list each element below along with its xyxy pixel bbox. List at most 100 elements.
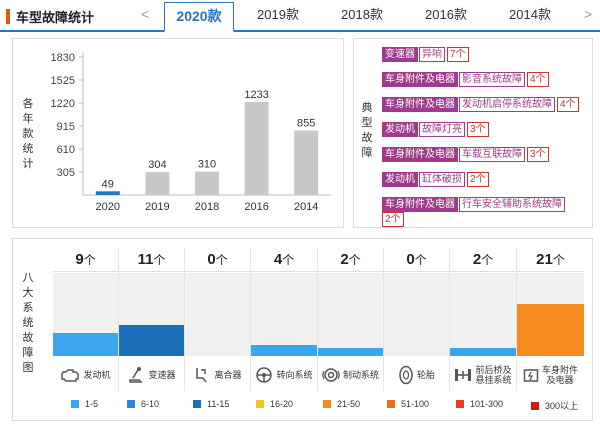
system-name: 制动系统 [342,369,379,380]
fault-count: 7个 [447,47,469,62]
system-name: 车身附件 及电器 [541,364,578,385]
bar-value-label: 310 [198,159,216,171]
system-bar-fill [450,347,516,356]
fault-issue[interactable]: 缸体破损 [419,172,465,187]
system-count: 11个 [119,248,184,272]
legend-swatch [71,400,79,408]
tab-2019[interactable]: 2019款 [257,7,299,22]
system-footer: 制动系统 [318,358,383,391]
system-column-brake[interactable]: 2个 制动系统 [318,248,384,391]
tab-2020[interactable]: 2020款 [164,2,234,33]
fault-category[interactable]: 车身附件及电器 [382,147,458,162]
eight-systems-label: 八大系统故障图 [22,272,34,374]
legend-swatch [387,400,395,408]
system-column-clutch[interactable]: 0个 离合器 [185,248,251,391]
year-stats-panel: 各年款统计 305 610 915 1220 1525 1830 49 2020 304 2019… [12,38,344,228]
fault-issue[interactable]: 影音系统故障 [459,72,525,87]
system-count: 9个 [53,248,118,272]
legend-swatch [127,400,135,408]
system-name: 发动机 [83,369,111,380]
typical-faults-panel: 典型故障 变速器 异响 7个 车身附件及电器 影音系统故障 4个 车身附件及电器 发动机启… [353,38,593,228]
fault-item[interactable]: 车身附件及电器 发动机启停系统故障 4个 [382,97,592,122]
eight-systems-panel: 八大系统故障图 9个 发动机 11个 变速器 0个 离合器 [12,238,593,421]
brake-icon [322,367,340,382]
bar [95,191,120,195]
system-column-axle-suspension[interactable]: 2个 前后桥及 悬挂系统 [450,248,517,391]
x-tick-label: 2018 [195,201,219,213]
tab-2016[interactable]: 2016款 [425,7,467,22]
fault-issue[interactable]: 车载互联故障 [459,147,525,162]
fault-issue[interactable]: 发动机启停系统故障 [459,97,555,112]
system-count: 21个 [517,248,584,272]
x-tick-label: 2019 [145,201,169,213]
system-bar-fill [318,347,383,356]
fault-item[interactable]: 车身附件及电器 影音系统故障 4个 [382,72,592,97]
bar-value-label: 49 [102,178,114,190]
engine-icon [61,368,80,382]
fault-category[interactable]: 变速器 [382,47,418,62]
fault-category[interactable]: 车身附件及电器 [382,197,458,212]
y-tick-label: 1525 [51,75,75,87]
legend-item: 6-10 [127,399,159,409]
system-name: 变速器 [148,369,176,380]
section-title: 车型故障统计 [6,7,94,25]
fault-count: 2个 [382,212,404,227]
fault-category[interactable]: 车身附件及电器 [382,97,458,112]
fault-category[interactable]: 发动机 [382,172,418,187]
fault-issue[interactable]: 行车安全辅助系统故障 [459,197,565,212]
system-footer: 轮胎 [384,358,449,391]
legend-swatch [256,400,264,408]
system-bar-track [318,273,383,356]
bar-value-label: 855 [297,118,315,130]
fault-item[interactable]: 变速器 异响 7个 [382,47,592,72]
system-column-engine[interactable]: 9个 发动机 [53,248,119,391]
system-column-tire[interactable]: 0个 轮胎 [384,248,450,391]
tab-2018[interactable]: 2018款 [341,7,383,22]
fault-category[interactable]: 发动机 [382,122,418,137]
system-count: 0个 [384,248,449,272]
tab-2014[interactable]: 2014款 [509,7,551,22]
legend-swatch [323,400,331,408]
system-bar-fill [517,303,584,356]
fault-issue[interactable]: 异响 [419,47,445,62]
y-tick-label: 915 [57,121,75,133]
legend-item: 51-100 [387,399,429,409]
fault-issue[interactable]: 故障灯亮 [419,122,465,137]
legend-swatch [531,401,539,410]
system-column-steering[interactable]: 4个 转向系统 [251,248,318,391]
system-footer: 发动机 [53,358,118,391]
system-bar-track [119,273,184,356]
system-count: 2个 [318,248,383,272]
header-tab-bar: 车型故障统计 < 2020款 2019款 2018款 2016款 2014款 > [0,0,600,33]
system-count: 4个 [251,248,317,272]
year-stats-label: 各年款统计 [22,98,34,170]
x-tick-label: 2020 [96,201,120,213]
y-tick-label: 1220 [51,98,75,110]
electrical-icon [523,368,539,382]
system-column-transmission[interactable]: 11个 变速器 [119,248,185,391]
y-tick-label: 1830 [51,52,75,64]
fault-category[interactable]: 车身附件及电器 [382,72,458,87]
bar [195,171,219,195]
system-name: 离合器 [214,369,242,380]
fault-count: 4个 [527,72,549,87]
fault-item[interactable]: 发动机 缸体破损 2个 [382,172,592,197]
clutch-pedal-icon [196,367,208,382]
gear-shift-icon [129,366,144,383]
fault-item[interactable]: 车身附件及电器 车载互联故障 3个 [382,147,592,172]
legend-item: 300以上 [531,399,578,412]
system-name: 轮胎 [416,369,435,380]
fault-item[interactable]: 发动机 故障灯亮 3个 [382,122,592,147]
fault-item[interactable]: 车身附件及电器 行车安全辅助系统故障 2个 [382,197,592,229]
next-arrow-icon[interactable]: > [584,6,593,22]
fault-count: 3个 [467,122,489,137]
system-bar-track [53,273,118,356]
title-accent-bar [6,8,10,24]
system-column-body-electrical[interactable]: 21个 车身附件 及电器 [517,248,584,391]
system-footer: 车身附件 及电器 [517,358,584,391]
legend-item: 101-300 [456,399,503,409]
system-footer: 离合器 [185,358,250,391]
bar [145,172,170,195]
prev-arrow-icon[interactable]: < [141,6,150,22]
y-tick-label: 610 [57,144,75,156]
